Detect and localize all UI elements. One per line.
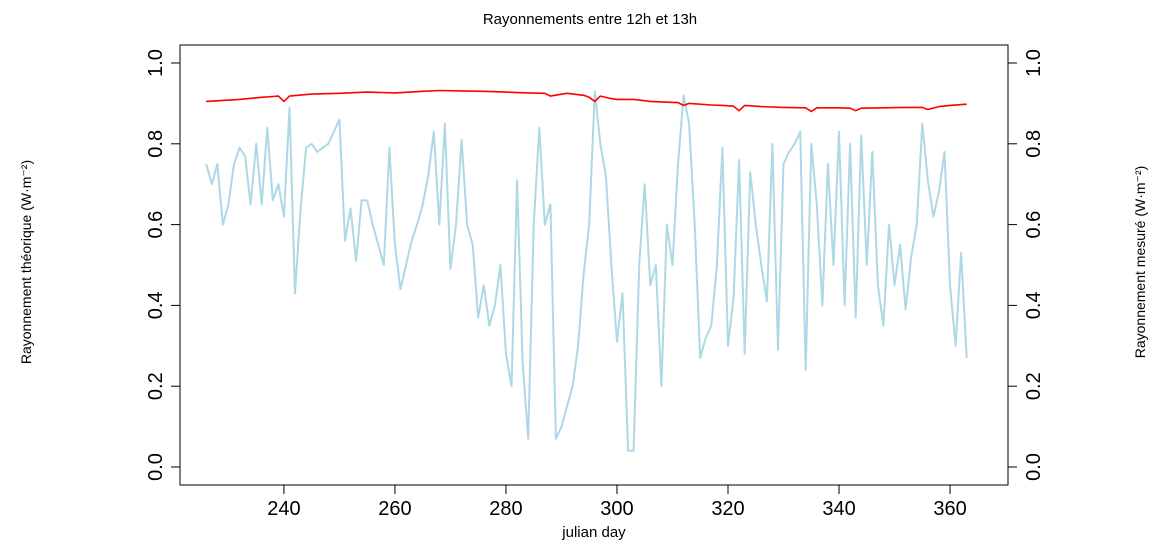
y-axis-right-title: Rayonnement mesuré (W·m⁻²) [1132, 166, 1148, 359]
y-left-tick-label: 0.4 [145, 291, 167, 319]
y-right-tick-label: 0.0 [1023, 453, 1045, 481]
x-tick-label: 240 [267, 498, 300, 520]
x-tick-label: 340 [822, 498, 855, 520]
series-line-1 [206, 89, 967, 113]
y-axis-left: 0.0 0.2 0.4 0.6 0.8 1.0 [145, 49, 181, 481]
x-tick-label: 280 [489, 498, 522, 520]
x-tick-label: 260 [378, 498, 411, 520]
y-right-tick-label: 1.0 [1023, 49, 1045, 77]
x-axis-title: julian day [561, 524, 626, 541]
y-axis-right: 0.0 0.2 0.4 0.6 0.8 1.0 [1007, 49, 1045, 481]
y-left-tick-label: 0.6 [145, 211, 167, 239]
series-layer [205, 89, 968, 452]
y-right-tick-label: 0.2 [1023, 372, 1045, 400]
series-line-2 [205, 90, 968, 452]
y-left-tick-label: 0.2 [145, 372, 167, 400]
y-right-tick-label: 0.6 [1023, 211, 1045, 239]
chart-title: Rayonnements entre 12h et 13h [483, 11, 697, 28]
x-tick-label: 300 [600, 498, 633, 520]
x-tick-label: 360 [933, 498, 966, 520]
y-right-tick-label: 0.8 [1023, 130, 1045, 158]
x-axis: 240 260 280 300 320 340 360 [267, 484, 967, 520]
x-tick-label: 320 [711, 498, 744, 520]
y-axis-left-title: Rayonnement théorique (W·m⁻²) [18, 160, 34, 364]
y-right-tick-label: 0.4 [1023, 291, 1045, 319]
y-left-tick-label: 1.0 [145, 49, 167, 77]
y-left-tick-label: 0.0 [145, 453, 167, 481]
y-left-tick-label: 0.8 [145, 130, 167, 158]
